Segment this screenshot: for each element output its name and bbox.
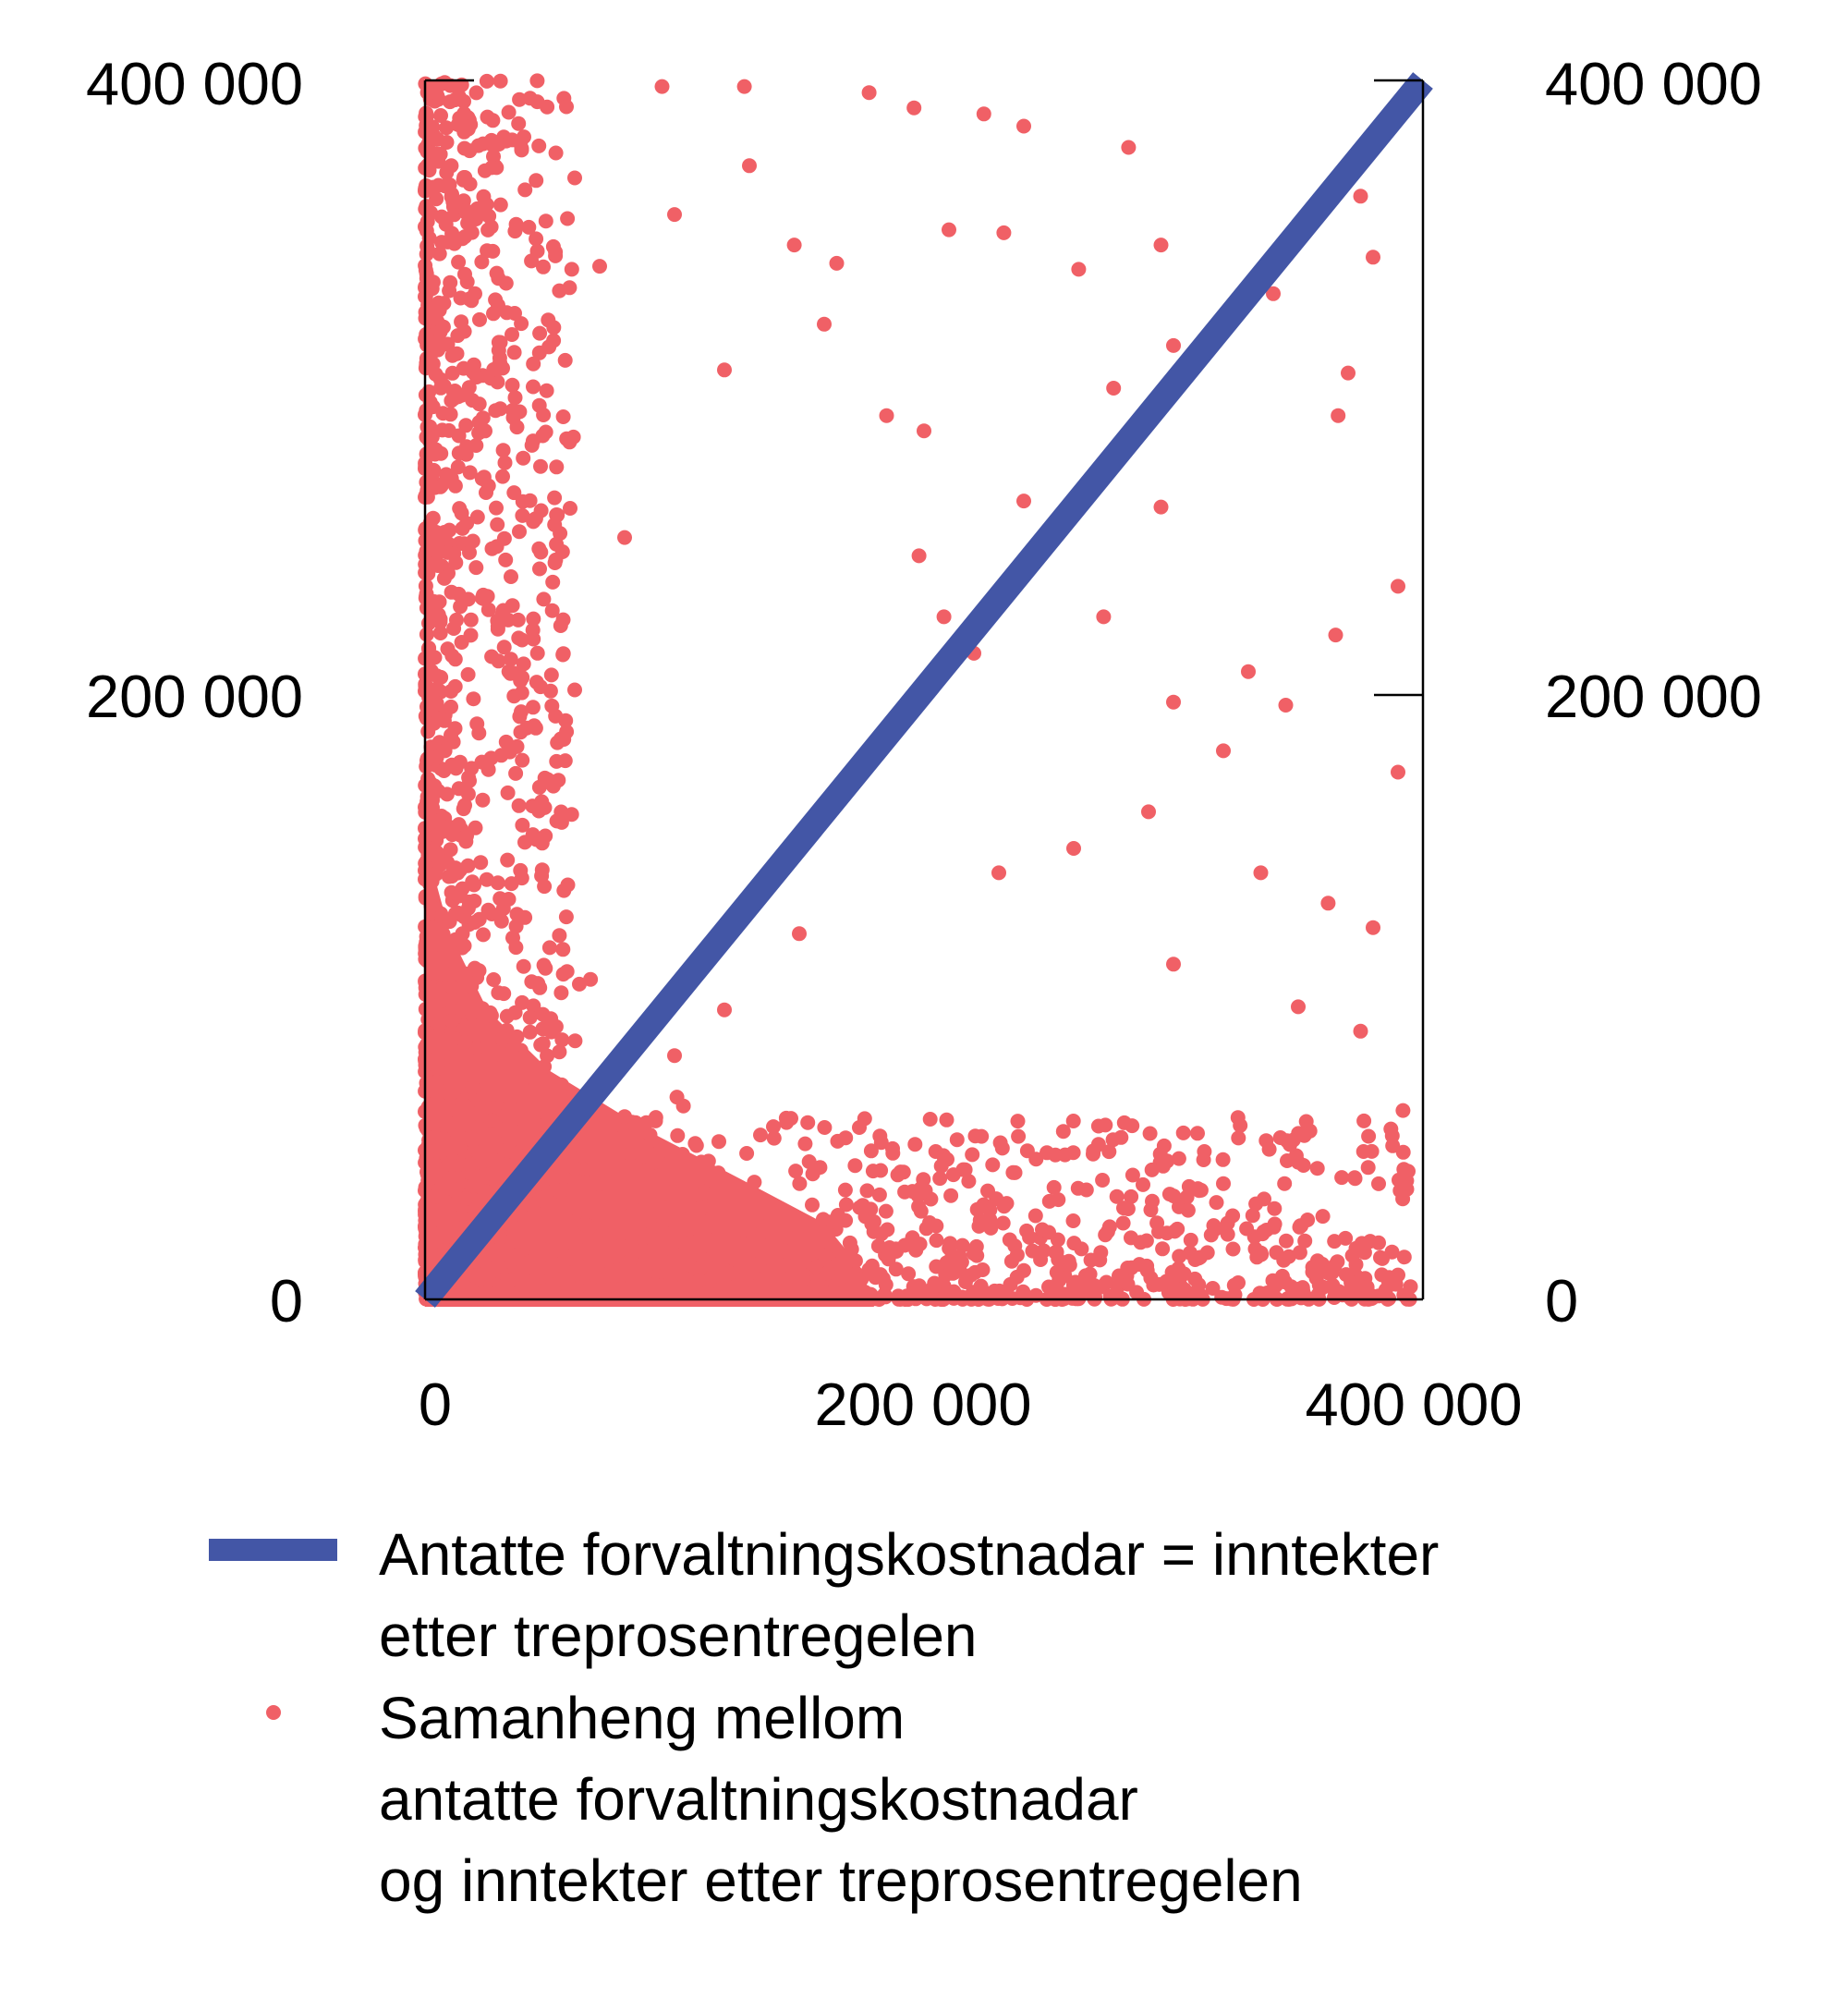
y-right-label-0: 0	[1545, 1267, 1578, 1335]
axes-frame	[423, 79, 1425, 1301]
scatter-points	[418, 73, 1418, 1307]
x-label-400000: 400 000	[1306, 1371, 1523, 1438]
x-label-200000: 200 000	[815, 1371, 1032, 1438]
y-left-label-400000: 400 000	[86, 50, 303, 117]
y-left-label-200000: 200 000	[86, 663, 303, 730]
y-left-label-0: 0	[270, 1267, 303, 1335]
equality-line	[415, 72, 1433, 1308]
x-label-0: 0	[419, 1371, 452, 1438]
y-right-label-200000: 200 000	[1545, 663, 1762, 730]
y-right-label-400000: 400 000	[1545, 50, 1762, 117]
